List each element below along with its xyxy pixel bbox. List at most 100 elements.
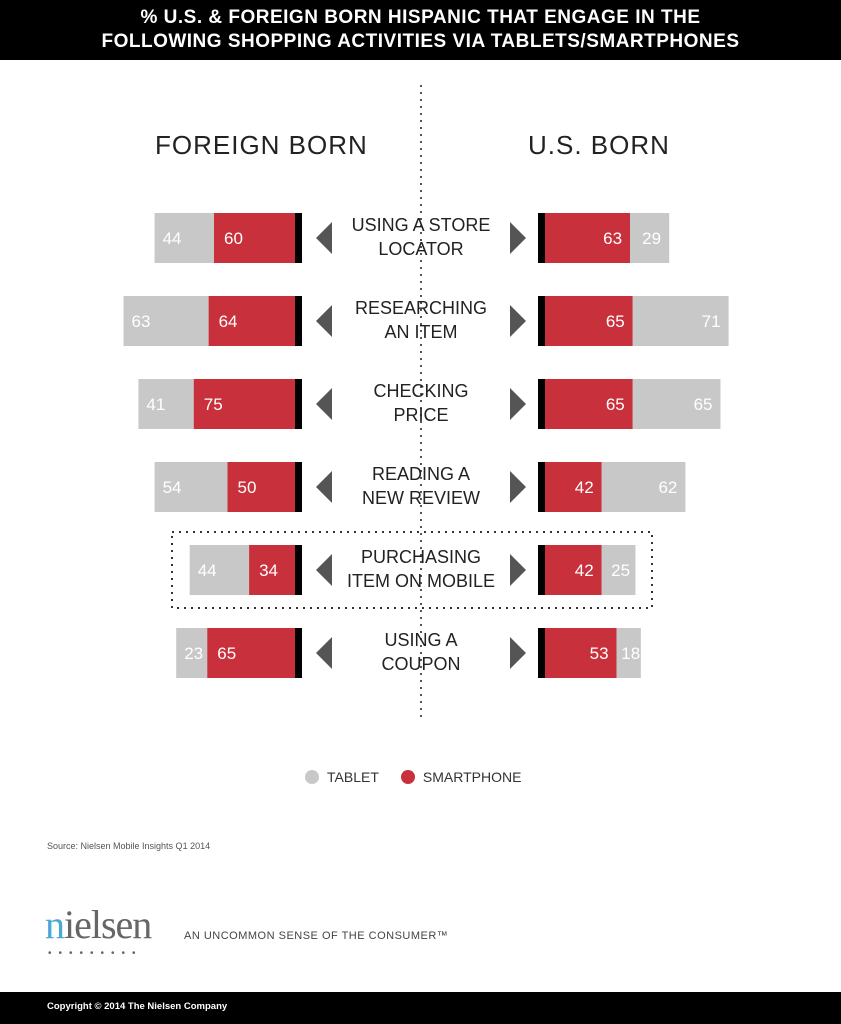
legend: TABLET SMARTPHONE xyxy=(305,768,521,786)
label-tablet-foreign: 54 xyxy=(163,478,182,497)
bar-cap xyxy=(295,545,302,595)
category-label: PRICE xyxy=(393,405,448,425)
bar-tablet-us xyxy=(632,379,721,429)
bar-smartphone-us xyxy=(545,462,602,512)
label-smartphone-foreign: 75 xyxy=(204,395,223,414)
bar-tablet-foreign xyxy=(189,545,250,595)
label-tablet-us: 62 xyxy=(658,478,677,497)
bar-tablet-foreign xyxy=(138,379,194,429)
left-arrow-icon xyxy=(316,637,332,669)
left-arrow-icon xyxy=(316,554,332,586)
label-smartphone-foreign: 65 xyxy=(217,644,236,663)
right-arrow-icon xyxy=(510,471,526,503)
left-arrow-icon xyxy=(316,388,332,420)
bar-smartphone-us xyxy=(545,213,631,263)
label-smartphone-us: 42 xyxy=(575,478,594,497)
bar-tablet-us xyxy=(601,545,636,595)
label-smartphone-us: 53 xyxy=(590,644,609,663)
legend-tablet-label: TABLET xyxy=(327,769,379,785)
category-label: CHECKING xyxy=(373,381,468,401)
bar-cap xyxy=(538,379,545,429)
bar-tablet-us xyxy=(601,462,686,512)
label-tablet-foreign: 41 xyxy=(146,395,165,414)
right-arrow-icon xyxy=(510,222,526,254)
category-label: AN ITEM xyxy=(384,322,457,342)
category-label: ITEM ON MOBILE xyxy=(347,571,495,591)
label-tablet-us: 18 xyxy=(621,644,640,663)
bar-cap xyxy=(538,296,545,346)
nielsen-logo: nielsen xyxy=(45,902,152,947)
legend-smartphone-swatch xyxy=(400,770,415,784)
bar-smartphone-foreign xyxy=(227,462,295,512)
bar-cap xyxy=(538,213,545,263)
label-smartphone-foreign: 60 xyxy=(224,229,243,248)
title-line-2: FOLLOWING SHOPPING ACTIVITIES VIA TABLET… xyxy=(101,31,740,52)
bar-cap xyxy=(538,545,545,595)
right-arrow-icon xyxy=(510,388,526,420)
label-smartphone-foreign: 50 xyxy=(238,478,257,497)
chart-title: % U.S. & FOREIGN BORN HISPANIC THAT ENGA… xyxy=(0,0,841,60)
bar-smartphone-us xyxy=(545,545,602,595)
label-smartphone-foreign: 64 xyxy=(219,312,238,331)
bar-smartphone-us xyxy=(545,296,633,346)
bar-smartphone-foreign xyxy=(249,545,295,595)
copyright-footer: Copyright © 2014 The Nielsen Company xyxy=(0,992,841,1024)
category-label: USING A STORE xyxy=(352,215,491,235)
bar-smartphone-foreign xyxy=(207,628,295,678)
right-arrow-icon xyxy=(510,554,526,586)
label-smartphone-us: 65 xyxy=(606,395,625,414)
tagline: AN UNCOMMON SENSE OF THE CONSUMER™ xyxy=(184,930,449,942)
group-header-foreign-born: FOREIGN BORN xyxy=(155,130,368,160)
left-arrow-icon xyxy=(316,471,332,503)
label-tablet-foreign: 63 xyxy=(132,312,151,331)
category-label: LOCATOR xyxy=(378,239,463,259)
category-label: READING A xyxy=(372,464,470,484)
legend-smartphone-label: SMARTPHONE xyxy=(422,769,522,785)
highlight-box xyxy=(171,531,653,609)
bar-smartphone-foreign xyxy=(214,213,295,263)
bar-tablet-foreign xyxy=(154,213,214,263)
bar-cap xyxy=(295,628,302,678)
legend-tablet-swatch xyxy=(305,770,319,784)
butterfly-chart: 44 60 63 29 USING A STORE LOCATOR 63 64 65 71 RESE… xyxy=(123,85,729,722)
logo-dots: ••••••••• xyxy=(48,948,143,959)
label-tablet-foreign: 44 xyxy=(198,561,217,580)
label-smartphone-foreign: 34 xyxy=(259,561,278,580)
bar-cap xyxy=(538,628,545,678)
bar-smartphone-us xyxy=(545,628,617,678)
label-smartphone-us: 63 xyxy=(603,229,622,248)
category-label: COUPON xyxy=(381,654,460,674)
bar-smartphone-foreign xyxy=(208,296,295,346)
bar-tablet-foreign xyxy=(123,296,209,346)
bar-tablet-us xyxy=(630,213,670,263)
category-label: USING A xyxy=(384,630,457,650)
bar-tablet-us xyxy=(616,628,641,678)
bar-tablet-foreign xyxy=(154,462,228,512)
label-smartphone-us: 65 xyxy=(606,312,625,331)
bar-cap xyxy=(538,462,545,512)
label-tablet-foreign: 23 xyxy=(184,644,203,663)
source-note: Source: Nielsen Mobile Insights Q1 2014 xyxy=(47,841,211,851)
group-header-us-born: U.S. BORN xyxy=(528,130,670,160)
bar-smartphone-us xyxy=(545,379,633,429)
category-label: RESEARCHING xyxy=(355,298,487,318)
bar-cap xyxy=(295,213,302,263)
right-arrow-icon xyxy=(510,637,526,669)
bar-cap xyxy=(295,296,302,346)
category-label: NEW REVIEW xyxy=(362,488,480,508)
left-arrow-icon xyxy=(316,305,332,337)
label-smartphone-us: 42 xyxy=(575,561,594,580)
label-tablet-us: 65 xyxy=(694,395,713,414)
label-tablet-us: 71 xyxy=(702,312,721,331)
bar-tablet-foreign xyxy=(176,628,208,678)
bar-cap xyxy=(295,379,302,429)
label-tablet-us: 25 xyxy=(611,561,630,580)
bar-smartphone-foreign xyxy=(193,379,295,429)
label-tablet-us: 29 xyxy=(642,229,661,248)
label-tablet-foreign: 44 xyxy=(163,229,182,248)
bar-cap xyxy=(295,462,302,512)
right-arrow-icon xyxy=(510,305,526,337)
left-arrow-icon xyxy=(316,222,332,254)
title-line-1: % U.S. & FOREIGN BORN HISPANIC THAT ENGA… xyxy=(140,7,701,28)
